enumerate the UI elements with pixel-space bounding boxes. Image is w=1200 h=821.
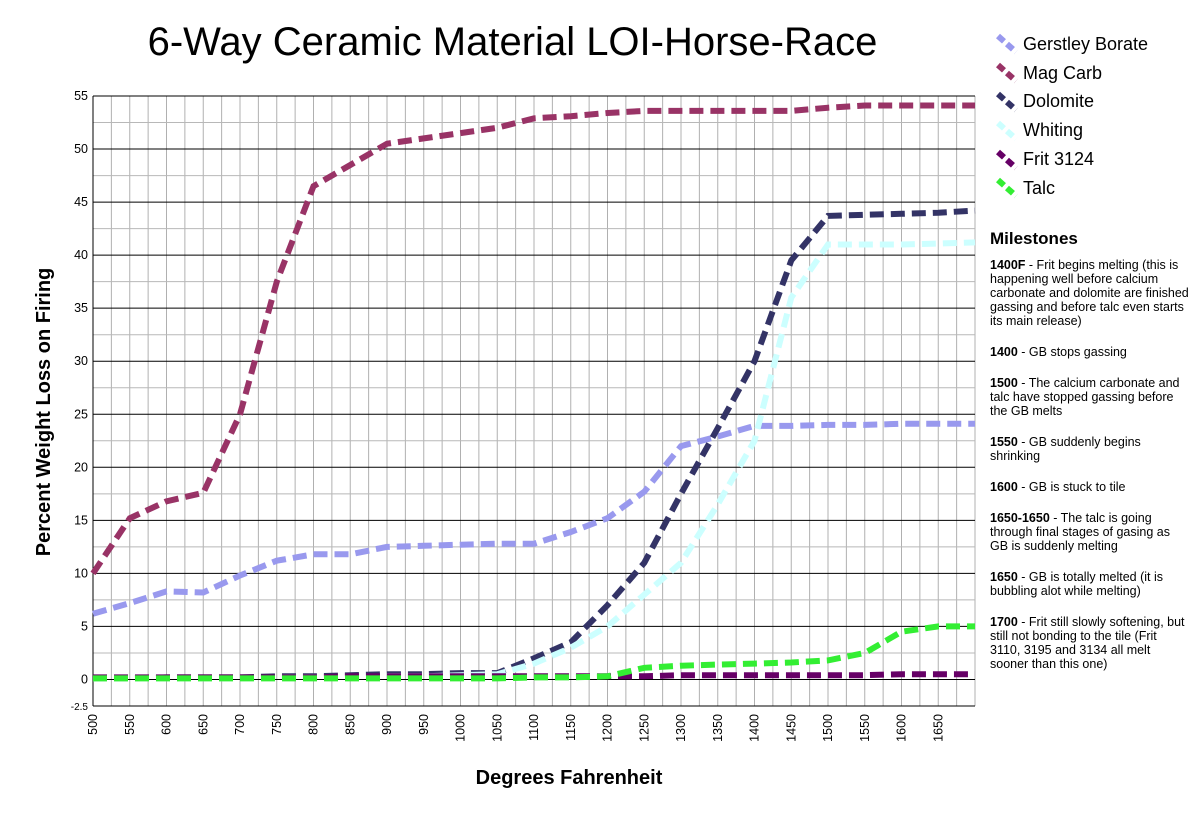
x-tick-label: 1450 (784, 714, 798, 742)
x-tick-label: 1550 (858, 714, 872, 742)
milestone-text: - Frit still slowly softening, but still… (990, 615, 1185, 671)
x-tick-label: 1250 (637, 714, 651, 742)
series-lines (90, 102, 976, 682)
milestone-temperature: 1600 (990, 480, 1018, 494)
milestone-item: 1550 - GB suddenly begins shrinking (990, 435, 1190, 463)
legend-swatch (996, 62, 1018, 84)
x-tick-label: 750 (270, 714, 284, 735)
x-tick-label: 550 (123, 714, 137, 735)
y-tick-label: 45 (74, 195, 88, 209)
milestone-text: - GB stops gassing (1017, 345, 1127, 359)
x-tick-label: 1050 (490, 714, 504, 742)
milestone-temperature: 1650-1650 (990, 511, 1050, 525)
x-tick-label: 1150 (564, 714, 578, 741)
legend-item-gerstley-borate: Gerstley Borate (995, 30, 1148, 59)
y-tick-label: 20 (74, 460, 88, 474)
milestones-list: 1400F - Frit begins melting (this is hap… (990, 258, 1190, 671)
milestones-panel: Milestones 1400F - Frit begins melting (… (990, 229, 1190, 688)
legend-swatch (996, 149, 1018, 170)
legend-item-talc: Talc (995, 174, 1148, 203)
milestones-title: Milestones (990, 229, 1078, 248)
x-tick-label: 500 (86, 714, 100, 735)
x-tick-label: 850 (343, 714, 357, 735)
legend-label: Talc (1023, 177, 1056, 198)
legend-swatch (996, 91, 1018, 113)
x-tick-label: 1600 (895, 714, 909, 742)
x-tick-label: 600 (160, 714, 174, 735)
y-tick-label: 10 (74, 566, 88, 580)
y-axis-label: Percent Weight Loss on Firing (33, 268, 55, 557)
x-axis-label: Degrees Fahrenheit (476, 767, 663, 789)
milestone-item: 1650-1650 - The talc is going through fi… (990, 511, 1190, 553)
milestone-text: - The talc is going through final stages… (990, 511, 1170, 553)
y-tick-label: 30 (74, 354, 88, 368)
x-tick-label: 1500 (821, 714, 835, 742)
milestone-temperature: 1500 (990, 376, 1018, 390)
y-tick-label: 40 (74, 248, 88, 262)
series-line-talc (93, 623, 975, 682)
milestone-temperature: 1650 (990, 570, 1018, 584)
legend-item-whiting: Whiting (995, 116, 1148, 145)
legend-label: Frit 3124 (1023, 149, 1095, 170)
legend-item-dolomite: Dolomite (995, 88, 1148, 117)
x-tick-label: 1200 (601, 714, 615, 742)
y-tick-label: 50 (74, 142, 88, 156)
series-line-gerstley-borate (92, 420, 975, 617)
milestone-item: 1400 - GB stops gassing (990, 345, 1190, 359)
x-tick-label: 650 (196, 714, 210, 735)
axes (92, 96, 975, 707)
milestone-item: 1700 - Frit still slowly softening, but … (990, 615, 1190, 671)
legend-swatch (996, 178, 1018, 199)
x-tick-label: 800 (307, 714, 321, 735)
y-tick-label: 5 (81, 619, 88, 633)
x-tick-label: 1650 (931, 714, 945, 742)
milestone-item: 1600 - GB is stuck to tile (990, 480, 1190, 494)
y-tick-label: 35 (74, 301, 88, 315)
milestone-text: - The calcium carbonate and talc have st… (990, 376, 1180, 418)
grid-lines (92, 95, 976, 706)
x-tick-label: 1400 (748, 714, 762, 742)
y-tick-label: 15 (74, 513, 88, 527)
milestone-text: - Frit begins melting (this is happening… (990, 258, 1189, 328)
milestone-text: - GB is stuck to tile (1017, 480, 1126, 494)
x-tick-label: 1000 (454, 714, 468, 742)
legend-label: Mag Carb (1023, 62, 1103, 83)
y-tick-label: 0 (81, 672, 88, 686)
x-tick-label: 900 (380, 714, 394, 735)
x-tick-label: 1350 (711, 714, 725, 742)
legend-swatch (996, 34, 1018, 55)
milestone-temperature: 1700 (990, 615, 1018, 629)
legend-label: Dolomite (1023, 91, 1095, 112)
y-tick-label: -2.5 (71, 702, 89, 713)
legend-label: Whiting (1023, 120, 1084, 141)
milestone-item: 1400F - Frit begins melting (this is hap… (990, 258, 1190, 328)
milestone-text: - GB is totally melted (it is bubbling a… (990, 570, 1163, 598)
milestone-item: 1500 - The calcium carbonate and talc ha… (990, 376, 1190, 418)
x-tick-label: 1300 (674, 714, 688, 742)
tick-labels: -2.5 0 5 10 15 20 25 30 35 40 45 50 55 500 550 600 650 70… (71, 89, 945, 742)
milestone-temperature: 1400F (990, 258, 1026, 272)
milestone-item: 1650 - GB is totally melted (it is bubbl… (990, 570, 1190, 598)
legend-swatch (996, 120, 1018, 142)
legend: Gerstley Borate Mag Carb Dolomite Whiting Fr… (995, 30, 1148, 203)
legend-item-frit-3124: Frit 3124 (995, 145, 1148, 174)
y-tick-label: 25 (74, 407, 88, 421)
milestone-text: - GB suddenly begins shrinking (990, 435, 1141, 463)
chart-title: 6-Way Ceramic Material LOI-Horse-Race (147, 20, 878, 64)
x-tick-label: 700 (233, 714, 247, 735)
y-tick-label: 55 (74, 89, 88, 103)
milestone-temperature: 1400 (990, 345, 1018, 359)
x-tick-label: 950 (417, 714, 431, 735)
milestone-temperature: 1550 (990, 435, 1018, 449)
series-line-mag-carb (90, 102, 975, 576)
legend-item-mag-carb: Mag Carb (995, 59, 1148, 88)
x-tick-label: 1100 (527, 714, 541, 741)
legend-label: Gerstley Borate (1023, 33, 1149, 54)
